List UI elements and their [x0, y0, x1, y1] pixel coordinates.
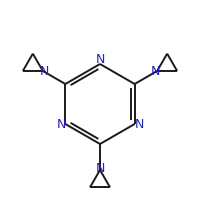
Text: N: N — [40, 65, 49, 78]
Text: N: N — [56, 117, 66, 130]
Text: N: N — [95, 53, 105, 66]
Text: N: N — [151, 65, 160, 78]
Text: N: N — [95, 162, 105, 175]
Text: N: N — [134, 117, 144, 130]
